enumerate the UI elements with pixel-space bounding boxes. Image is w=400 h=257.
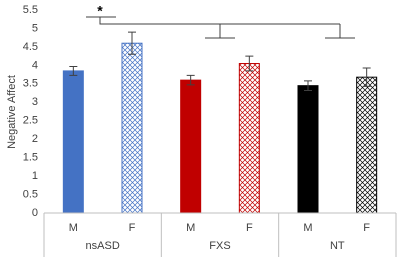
error-bar	[245, 55, 254, 72]
x-tick-label: F	[129, 222, 136, 234]
y-tick-label: 1.5	[23, 152, 38, 164]
y-tick-label: 1	[32, 170, 38, 182]
x-tick-label: M	[69, 222, 78, 234]
y-tick-label: 4	[32, 59, 38, 71]
bar	[62, 70, 84, 214]
error-bar	[186, 74, 195, 86]
y-tick-label: 3.5	[23, 78, 38, 90]
x-tick-label: F	[363, 222, 370, 234]
y-tick-label: 0.5	[23, 188, 38, 200]
error-bar	[304, 80, 312, 91]
y-tick-label: 2	[32, 133, 38, 145]
bar	[180, 79, 202, 214]
y-tick-label: 5.5	[23, 4, 38, 16]
bar	[238, 63, 260, 214]
bar	[121, 42, 143, 214]
y-axis-title: Negative Affect	[6, 75, 18, 149]
bar	[356, 76, 378, 214]
bar	[297, 85, 319, 214]
y-tick-label: 5	[32, 22, 38, 34]
error-bar	[69, 65, 78, 76]
y-tick-label: 4.5	[23, 41, 38, 53]
y-tick-label: 2.5	[23, 115, 38, 127]
group-label: FXS	[209, 240, 230, 252]
error-bar	[362, 67, 371, 87]
group-label: NT	[330, 240, 345, 252]
group-label: nsASD	[86, 240, 120, 252]
y-tick-label: 3	[32, 96, 38, 108]
y-tick-label: 0	[32, 207, 38, 219]
x-tick-label: M	[186, 222, 195, 234]
significance-marker: *	[97, 3, 103, 19]
x-tick-label: M	[303, 222, 312, 234]
significance-bracket	[86, 16, 355, 39]
x-tick-label: F	[246, 222, 253, 234]
error-bar	[128, 31, 136, 55]
